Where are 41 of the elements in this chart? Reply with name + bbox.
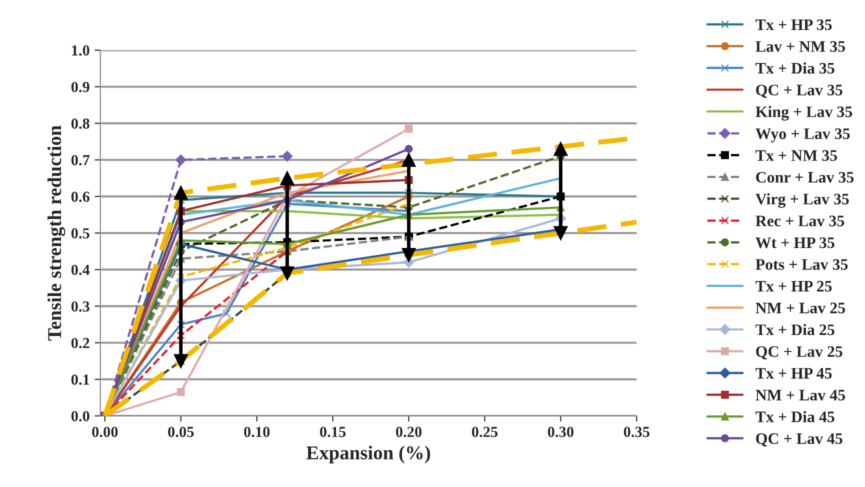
legend-label: Lav + NM 35 bbox=[756, 41, 846, 52]
y-tick-label: 0.6 bbox=[71, 192, 90, 202]
y-tick-label: 0.0 bbox=[71, 411, 90, 422]
x-tick-label: 0.20 bbox=[396, 426, 422, 438]
x-tick-label: 0.05 bbox=[168, 426, 194, 438]
legend-label: Tx + HP 45 bbox=[756, 368, 832, 379]
legend-label: Tx + NM 35 bbox=[756, 150, 838, 161]
y-tick-label: 0.5 bbox=[71, 228, 90, 239]
legend-label: QC + Lav 35 bbox=[756, 84, 842, 98]
legend-label: Tx + Dia 35 bbox=[756, 62, 834, 74]
legend-label: NM + Lav 25 bbox=[756, 302, 846, 314]
y-tick-label: 0.2 bbox=[71, 338, 90, 348]
legend-label: NM + Lav 45 bbox=[756, 390, 846, 400]
y-axis-title: Tensile strength reduction bbox=[47, 125, 66, 341]
y-tick-label: 1.0 bbox=[72, 45, 90, 56]
legend-label: Wt + HP 35 bbox=[756, 237, 834, 248]
legend-label: King + Lav 35 bbox=[756, 106, 852, 121]
legend-label: Tx + Dia 45 bbox=[756, 411, 834, 422]
y-tick-label: 0.9 bbox=[71, 82, 90, 92]
legend-label: Wyo + Lav 35 bbox=[756, 128, 850, 142]
x-tick-label: 0.15 bbox=[320, 426, 346, 438]
legend-label: QC + Lav 25 bbox=[756, 346, 842, 360]
legend-label: Tx + HP 25 bbox=[756, 280, 832, 292]
legend-label: Conr + Lav 35 bbox=[756, 172, 854, 183]
legend-label: Tx + HP 35 bbox=[756, 19, 832, 30]
legend-label: Pots + Lav 35 bbox=[756, 259, 848, 270]
y-tick-label: 0.1 bbox=[71, 374, 90, 385]
x-tick-label: 0.00 bbox=[92, 426, 118, 438]
legend-label: Rec + Lav 35 bbox=[756, 216, 844, 226]
legend-label: Virg + Lav 35 bbox=[755, 193, 849, 208]
y-tick-label: 0.4 bbox=[71, 264, 90, 276]
x-tick-label: 0.25 bbox=[472, 426, 498, 438]
x-tick-label: 0.10 bbox=[244, 426, 270, 438]
legend-label: QC + Lav 45 bbox=[756, 433, 842, 446]
y-tick-label: 0.8 bbox=[71, 118, 90, 129]
x-axis-title: Expansion (%) bbox=[306, 446, 430, 464]
y-tick-label: 0.7 bbox=[71, 155, 90, 166]
y-tick-label: 0.3 bbox=[71, 301, 90, 312]
x-tick-label: 0.35 bbox=[624, 426, 650, 438]
legend-label: Tx + Dia 25 bbox=[756, 324, 834, 336]
x-tick-label: 0.30 bbox=[548, 426, 574, 438]
